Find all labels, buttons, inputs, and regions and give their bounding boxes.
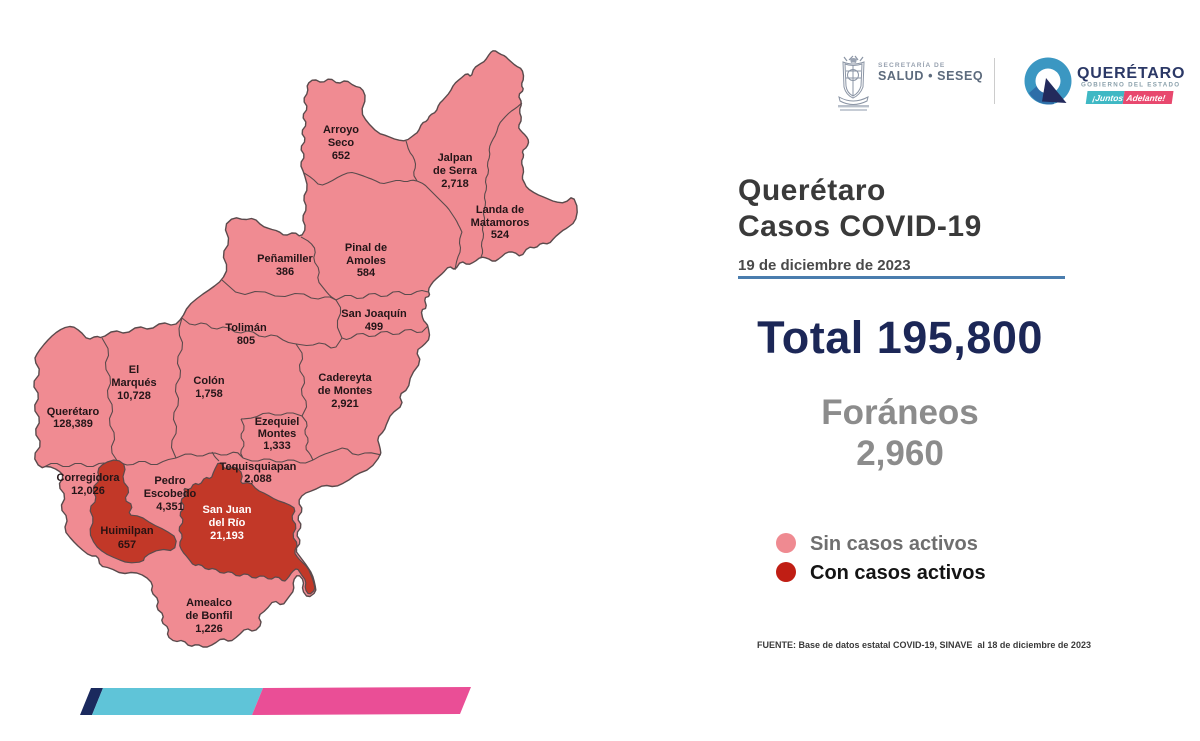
svg-text:584: 584: [357, 267, 376, 279]
svg-text:1,226: 1,226: [195, 623, 223, 635]
svg-text:de Serra: de Serra: [433, 165, 478, 177]
svg-text:de Bonfil: de Bonfil: [185, 610, 232, 622]
svg-text:Peñamiller: Peñamiller: [257, 253, 313, 265]
svg-text:San Juan: San Juan: [203, 504, 252, 516]
svg-text:Huimilpan: Huimilpan: [100, 525, 153, 537]
svg-text:Cadereyta: Cadereyta: [318, 372, 372, 384]
svg-text:GOBIERNO DEL ESTADO: GOBIERNO DEL ESTADO: [1081, 82, 1180, 89]
svg-text:Matamoros: Matamoros: [471, 217, 530, 229]
svg-text:Querétaro: Querétaro: [47, 406, 100, 418]
svg-text:657: 657: [118, 539, 136, 551]
svg-text:Corregidora: Corregidora: [57, 472, 121, 484]
svg-text:Arroyo: Arroyo: [323, 124, 359, 136]
svg-text:SALUD • SESEQ: SALUD • SESEQ: [878, 69, 983, 83]
svg-text:QUERÉTARO: QUERÉTARO: [1077, 63, 1185, 82]
svg-text:524: 524: [491, 229, 510, 241]
svg-text:1,758: 1,758: [195, 388, 223, 400]
svg-text:386: 386: [276, 266, 294, 278]
svg-text:2,088: 2,088: [244, 473, 272, 485]
svg-text:2,921: 2,921: [331, 398, 359, 410]
svg-text:de Montes: de Montes: [318, 385, 372, 397]
svg-text:4,351: 4,351: [156, 501, 184, 513]
svg-text:del Río: del Río: [209, 517, 246, 529]
svg-text:805: 805: [237, 335, 255, 347]
svg-text:2,718: 2,718: [441, 178, 469, 190]
svg-text:Ezequiel: Ezequiel: [255, 416, 300, 428]
svg-text:Adelante!: Adelante!: [1125, 93, 1166, 103]
svg-text:San Joaquín: San Joaquín: [341, 308, 407, 320]
svg-text:Montes: Montes: [258, 428, 297, 440]
svg-text:10,728: 10,728: [117, 390, 151, 402]
svg-text:El: El: [129, 364, 139, 376]
svg-text:¡Juntos: ¡Juntos: [1092, 93, 1124, 103]
svg-text:Marqués: Marqués: [111, 377, 156, 389]
svg-text:499: 499: [365, 321, 383, 333]
svg-text:Tequisquiapan: Tequisquiapan: [220, 461, 297, 473]
svg-text:Pedro: Pedro: [154, 475, 185, 487]
svg-text:Escobedo: Escobedo: [144, 488, 197, 500]
svg-text:1,333: 1,333: [263, 440, 291, 452]
svg-text:128,389: 128,389: [53, 418, 93, 430]
svg-text:21,193: 21,193: [210, 530, 244, 542]
svg-text:Seco: Seco: [328, 137, 355, 149]
svg-text:Amealco: Amealco: [186, 597, 232, 609]
svg-text:Tolimán: Tolimán: [225, 322, 267, 334]
svg-text:Jalpan: Jalpan: [438, 152, 473, 164]
svg-text:Landa de: Landa de: [476, 204, 524, 216]
svg-text:Pinal de: Pinal de: [345, 242, 387, 254]
svg-text:Amoles: Amoles: [346, 255, 386, 267]
svg-text:SECRETARÍA DE: SECRETARÍA DE: [878, 60, 945, 69]
svg-text:Colón: Colón: [193, 375, 224, 387]
svg-text:12,026: 12,026: [71, 485, 105, 497]
svg-text:652: 652: [332, 150, 350, 162]
